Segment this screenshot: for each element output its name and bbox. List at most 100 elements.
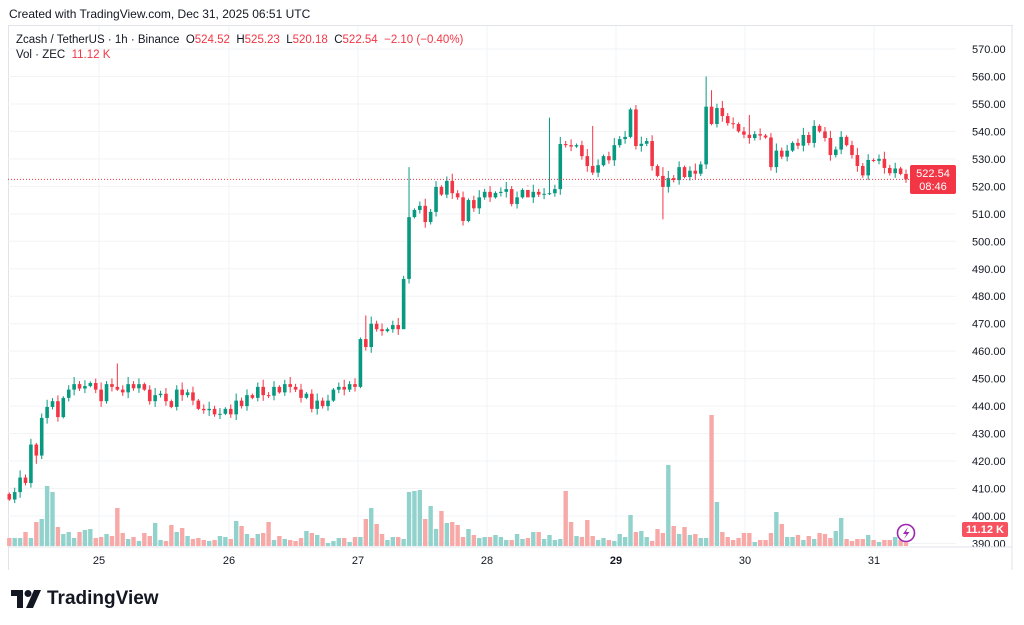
volume-bar	[898, 540, 903, 546]
volume-bar	[720, 532, 725, 546]
volume-bar	[185, 536, 190, 546]
lightning-alert-icon[interactable]	[896, 523, 916, 543]
volume-bar	[320, 538, 325, 546]
candle-body	[212, 408, 217, 415]
candle-body	[288, 384, 292, 387]
volume-bar	[628, 515, 633, 546]
candle-body	[326, 400, 330, 407]
volume-bar	[331, 541, 336, 546]
volume-bar	[82, 530, 88, 546]
volume-bar	[736, 538, 741, 546]
candle-body	[115, 386, 120, 390]
volume-bar	[88, 529, 93, 546]
candle-body	[39, 417, 44, 456]
candle-body	[277, 386, 282, 393]
candle-body	[18, 477, 22, 493]
volume-bar	[703, 538, 709, 546]
candle-body	[763, 135, 768, 138]
volume-bar	[379, 534, 385, 546]
candle-body	[526, 189, 530, 198]
candle-body	[147, 389, 152, 402]
candle-body	[310, 393, 314, 409]
volume-bar	[595, 540, 601, 546]
volume-bar	[304, 531, 309, 546]
candle-body	[904, 173, 908, 180]
volume-bar	[752, 542, 757, 546]
volume-title[interactable]: Vol · ZEC	[16, 49, 66, 61]
candle-body	[736, 123, 741, 132]
candle-body	[450, 180, 455, 194]
candle-body	[185, 392, 190, 396]
candle-body	[639, 143, 644, 146]
price-axis-label: 430.00	[972, 429, 1006, 441]
volume-bar	[466, 529, 471, 546]
volume-bar	[585, 520, 590, 546]
volume-bar	[811, 539, 817, 546]
volume-bar	[693, 534, 698, 546]
volume-bar	[390, 537, 396, 546]
volume-bar	[163, 541, 169, 546]
volume-bar	[12, 538, 17, 546]
candle-body	[472, 200, 476, 209]
candle-body	[207, 408, 211, 411]
candle-body	[12, 492, 17, 500]
volume-bar	[882, 540, 887, 546]
candle-body	[455, 193, 460, 198]
volume-bar	[325, 543, 331, 546]
volume-bar	[838, 518, 844, 546]
candle-body	[364, 339, 368, 348]
price-axis-label: 390.00	[972, 538, 1006, 550]
volume-bar	[396, 537, 401, 546]
candle-body	[391, 325, 395, 330]
volume-bar	[190, 539, 196, 546]
candle-body	[731, 123, 735, 125]
volume-bar	[487, 537, 493, 546]
volume-bar	[179, 528, 185, 546]
volume-bar	[125, 539, 131, 546]
volume-bar	[363, 519, 369, 546]
candle-body	[882, 158, 887, 168]
candle-body	[828, 138, 833, 156]
candle-body	[871, 159, 876, 161]
candle-body	[304, 393, 309, 398]
volume-bar	[228, 539, 233, 546]
time-axis-label: 31	[868, 555, 880, 567]
volume-bar	[768, 533, 774, 546]
tradingview-logo[interactable]: TradingView	[11, 588, 159, 610]
candle-body	[671, 178, 676, 181]
candle-body	[790, 142, 795, 151]
volume-bar	[520, 539, 525, 546]
candle-body	[418, 205, 422, 210]
volume-bar	[7, 538, 12, 546]
time-axis-label: 28	[481, 555, 493, 567]
candle-body	[590, 166, 595, 173]
volume-bar	[298, 538, 304, 546]
candle-body	[164, 393, 168, 402]
candle-body	[180, 389, 184, 396]
volume-bar	[17, 538, 23, 546]
volume-bar	[655, 529, 660, 546]
price-axis-label: 560.00	[972, 71, 1006, 83]
candle-body	[396, 325, 401, 330]
candle-body	[23, 477, 28, 484]
volume-bar	[104, 534, 109, 546]
volume-bar	[147, 536, 152, 546]
time-axis: 25 26 27 28 29 30 31	[8, 546, 1012, 567]
close-label: C	[334, 34, 343, 46]
candle-body	[250, 395, 255, 398]
candle-body	[585, 156, 590, 167]
candle-body	[504, 189, 509, 192]
volume-bar	[558, 539, 563, 546]
volume-bar	[336, 538, 342, 546]
candle-body	[617, 139, 622, 146]
symbol-title[interactable]: Zcash / TetherUS · 1h · Binance	[16, 34, 180, 46]
candle-body	[142, 384, 147, 390]
candle-body	[261, 386, 265, 396]
volume-bar	[174, 532, 179, 546]
candle-body	[104, 384, 109, 402]
price-axis-label: 500.00	[972, 236, 1006, 248]
candle-body	[218, 413, 222, 415]
volume-bar	[617, 534, 622, 546]
grid	[8, 26, 956, 546]
